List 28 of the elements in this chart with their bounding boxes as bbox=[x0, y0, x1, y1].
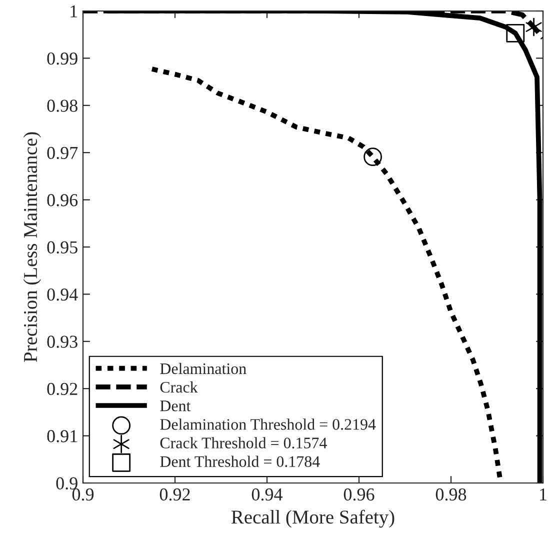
point bbox=[526, 18, 542, 36]
y-tick-label: 0.93 bbox=[47, 336, 78, 348]
legend-label: Crack bbox=[160, 381, 198, 393]
x-tick-label: 0.9 bbox=[72, 488, 94, 501]
point bbox=[506, 24, 525, 42]
y-tick-label: 0.9 bbox=[56, 477, 78, 490]
legend-label: Delamination Threshold = 0.2194 bbox=[160, 418, 376, 430]
y-tick-label: 0.98 bbox=[47, 100, 78, 112]
y-tick-label: 0.92 bbox=[47, 382, 78, 396]
y-tick-label: 0.91 bbox=[47, 430, 78, 442]
x-tick-label: 1 bbox=[540, 488, 546, 500]
y-tick-label: 1 bbox=[70, 5, 78, 18]
legend-label: Delamination bbox=[160, 362, 246, 374]
y-tick-label: 0.97 bbox=[47, 146, 78, 160]
x-tick-label: 0.92 bbox=[160, 488, 190, 501]
x-tick-label: 0.98 bbox=[436, 488, 466, 501]
legend-label: Dent Threshold = 0.1784 bbox=[160, 456, 320, 468]
y-tick-label: 0.95 bbox=[47, 241, 78, 254]
legend-label: Crack Threshold = 0.1574 bbox=[160, 437, 327, 448]
y-tick-label: 0.96 bbox=[47, 194, 78, 206]
y-axis-title: Precision (Less Maintenance) bbox=[23, 132, 41, 362]
y-tick-label: 0.99 bbox=[47, 52, 78, 65]
y-tick-label: 0.94 bbox=[47, 288, 78, 301]
x-tick-label: 0.94 bbox=[252, 488, 283, 501]
x-axis-title: Recall (More Safety) bbox=[231, 510, 394, 528]
x-tick-label: 0.96 bbox=[344, 488, 374, 501]
point bbox=[364, 148, 382, 166]
legend-label: Dent bbox=[160, 400, 191, 412]
